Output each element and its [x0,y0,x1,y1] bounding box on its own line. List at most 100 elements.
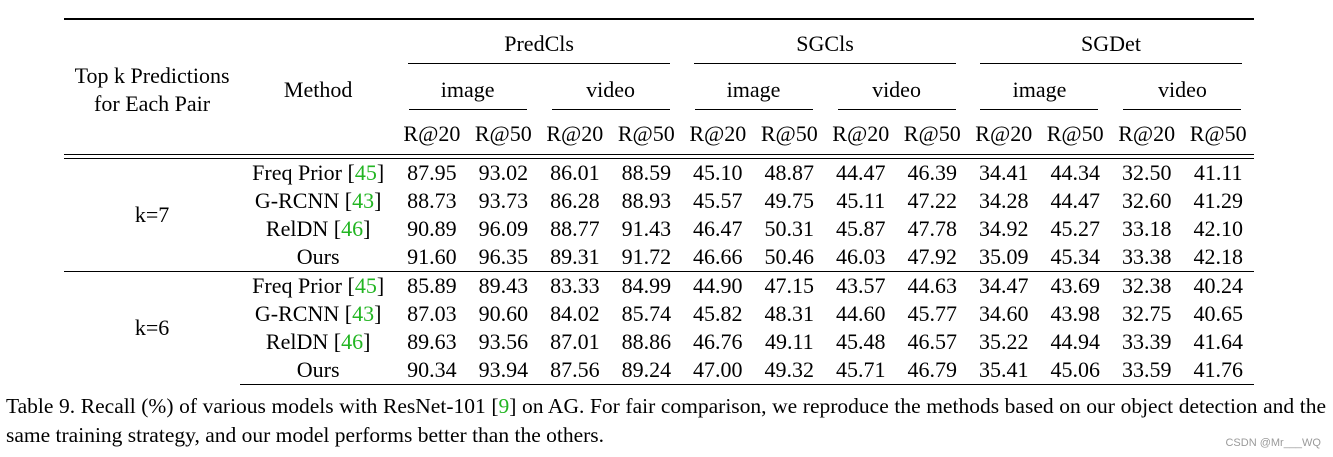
value-cell: 87.56 [539,356,611,385]
value-cell: 45.06 [1039,356,1111,385]
value-cell: 44.47 [825,158,897,187]
value-cell: 96.09 [478,216,529,241]
value-cell: 42.10 [1193,216,1243,241]
metric-header: R@20 [832,121,890,146]
topk-header-line1: Top k Predictions [74,63,230,88]
metric-header: R@50 [1189,121,1247,146]
value-cell: 83.33 [539,271,611,300]
value-cell: 91.43 [621,216,672,241]
value-cell: 48.31 [764,301,815,326]
value-cell: 45.82 [693,301,743,326]
method-name: RelDN [265,329,334,354]
method-name: Freq Prior [252,160,348,185]
value-cell: 90.60 [478,301,529,326]
method-name: G-RCNN [254,188,345,213]
value-cell: 87.03 [407,301,457,326]
table-row: RelDN [46] 89.63 93.56 87.01 88.86 46.76 49.11… [64,328,1254,356]
value-cell: 89.24 [610,356,683,385]
citation-link[interactable]: 46 [341,216,364,241]
value-cell: 88.77 [550,216,600,241]
method-name: G-RCNN [254,301,345,326]
metric-header: R@20 [689,121,747,146]
table-row: Ours 91.60 96.35 89.31 91.72 46.66 50.46 46.03 4… [64,243,1254,272]
value-cell: 46.39 [896,158,968,187]
value-cell: 93.56 [478,329,529,354]
table-row: RelDN [46] 90.89 96.09 88.77 91.43 46.47 50.31… [64,215,1254,243]
header-split-row: image video image video image video [64,68,1254,114]
topk-header: Top k Predictions for Each Pair [64,20,240,155]
method-name: Freq Prior [252,273,348,298]
method-cell: RelDN [46] [265,329,371,354]
value-cell: 49.11 [764,329,814,354]
value-cell: 84.99 [610,271,683,300]
caption-citation-link[interactable]: 9 [498,394,510,418]
results-table: Top k Predictions for Each Pair Method P… [64,18,1254,385]
caption-text-end: ] on AG. For fair comparison, we reprodu… [6,394,1326,447]
value-cell: 34.60 [978,301,1029,326]
method-header: Method [283,77,353,102]
value-cell: 43.98 [1050,301,1100,326]
value-cell: 49.75 [764,188,815,213]
value-cell: 33.59 [1110,356,1183,385]
value-cell: 91.60 [407,244,457,269]
value-cell: 88.73 [407,188,457,213]
table-row: Ours 90.34 93.94 87.56 89.24 47.00 49.32 45.71 4… [64,356,1254,385]
value-cell: 47.78 [907,216,958,241]
citation-link[interactable]: 45 [354,273,377,298]
value-cell: 45.34 [1050,244,1100,269]
value-cell: 34.47 [968,271,1040,300]
value-cell: 46.47 [693,216,743,241]
value-cell: 44.63 [896,271,968,300]
caption-text-start: Table 9. Recall (%) of various models wi… [6,394,499,418]
value-cell: 87.01 [550,329,600,354]
value-cell: 46.76 [693,329,743,354]
table-header: Top k Predictions for Each Pair Method P… [64,18,1254,155]
method-cell: Freq Prior [45] [240,158,397,187]
value-cell: 35.22 [978,329,1029,354]
double-rule [64,154,1254,159]
value-cell: 35.41 [968,356,1040,385]
table-body: k=7 Freq Prior [45] 87.95 93.02 86.01 88.59 45… [64,154,1254,385]
value-cell: 87.95 [396,158,468,187]
value-cell: 44.90 [682,271,754,300]
value-cell: 45.71 [825,356,897,385]
value-cell: 42.18 [1193,244,1243,269]
method-name: Ours [296,244,340,269]
split-header-video: video [1111,68,1254,114]
split-header-video: video [539,68,682,114]
results-table-container: Top k Predictions for Each Pair Method P… [64,18,1254,385]
value-cell: 85.74 [621,301,672,326]
group-header-predcls: PredCls [396,20,682,68]
citation-link[interactable]: 46 [341,329,364,354]
value-cell: 40.24 [1182,271,1254,300]
metric-header: R@50 [903,121,961,146]
value-cell: 40.65 [1193,301,1243,326]
citation-link[interactable]: 45 [354,160,377,185]
method-name: RelDN [265,216,334,241]
split-header-image: image [396,68,539,114]
value-cell: 89.63 [407,329,457,354]
header-group-row: Top k Predictions for Each Pair Method P… [64,20,1254,116]
table-row: k=6 Freq Prior [45] 85.89 89.43 83.33 84.99 44… [64,271,1254,385]
value-cell: 41.11 [1182,158,1254,187]
citation-link[interactable]: 43 [352,301,375,326]
value-cell: 45.10 [682,158,754,187]
value-cell: 49.32 [753,356,826,385]
metric-header: R@20 [403,121,461,146]
value-cell: 46.03 [836,244,886,269]
metric-header: R@20 [546,121,604,146]
value-cell: 90.34 [396,356,468,385]
value-cell: 35.09 [978,244,1029,269]
watermark: CSDN @Mr___WQ [1225,437,1321,449]
method-cell: Ours [240,356,397,385]
value-cell: 44.34 [1039,158,1111,187]
citation-link[interactable]: 43 [352,188,375,213]
method-name: Ours [296,357,340,382]
method-cell: G-RCNN [43] [254,188,382,213]
value-cell: 88.93 [621,188,672,213]
value-cell: 32.38 [1110,271,1183,300]
value-cell: 43.57 [825,271,897,300]
value-cell: 86.28 [550,188,600,213]
value-cell: 84.02 [550,301,600,326]
value-cell: 89.31 [550,244,600,269]
